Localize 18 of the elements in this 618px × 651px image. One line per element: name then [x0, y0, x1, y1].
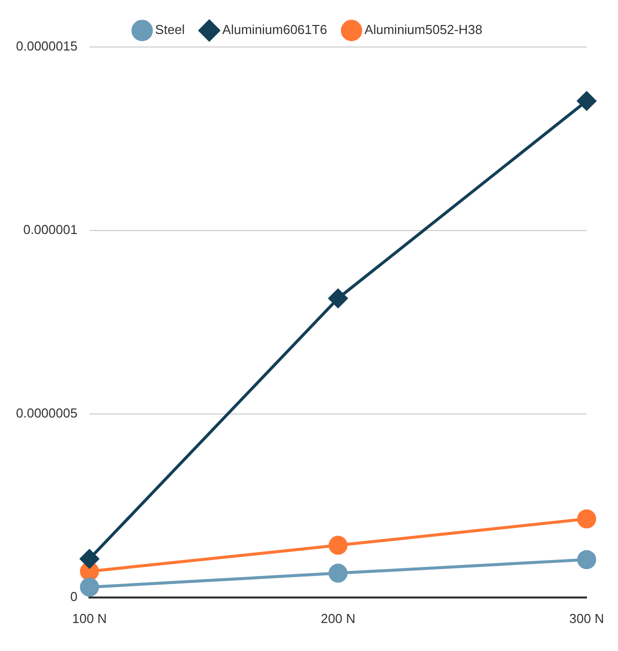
y-tick-label: 0.000001: [23, 222, 78, 238]
point: [80, 578, 99, 597]
y-tick-label: 0: [70, 588, 78, 604]
legend-label: Steel: [155, 22, 185, 38]
point: [328, 536, 348, 555]
x-tick-label: 100 N: [72, 610, 107, 626]
y-tick-label: 0.0000015: [16, 38, 78, 54]
point: [328, 564, 348, 583]
x-tick-label: 300 N: [569, 610, 604, 626]
point: [80, 549, 99, 568]
point: [328, 288, 348, 308]
y-tick-label: 0.0000005: [16, 406, 78, 421]
point: [577, 550, 596, 570]
legend-label: Aluminium5052-H38: [364, 22, 482, 38]
point: [577, 509, 596, 528]
point: [577, 91, 596, 110]
legend-label: Aluminium6061T6: [222, 22, 328, 38]
x-tick-label: 200 N: [320, 610, 356, 626]
